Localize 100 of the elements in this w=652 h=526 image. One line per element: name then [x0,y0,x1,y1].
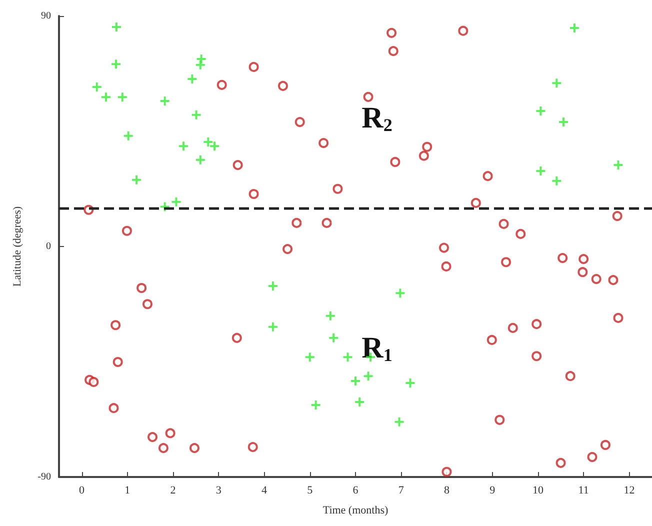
point [439,242,449,253]
point [248,62,259,72]
point [535,165,546,176]
point [267,321,278,332]
point [394,416,405,428]
point [498,218,509,229]
point [189,443,200,454]
point [404,378,416,389]
point [190,109,202,120]
point [196,54,207,65]
point [110,22,122,33]
x-tick-label: 4 [262,484,268,496]
point [304,352,316,363]
point [568,22,580,34]
point [422,142,432,152]
point [535,106,546,117]
point [418,150,429,161]
point [516,228,526,239]
point [108,403,119,414]
point [112,357,123,368]
y-tick-label: 90 [41,10,51,22]
point [551,175,562,186]
point [328,332,340,344]
x-tick-label: 0 [79,484,86,496]
y-tick-label: -90 [38,472,51,482]
x-tick-label: 9 [490,484,496,496]
point [248,189,259,199]
point [551,78,562,89]
y-tick-label: 0 [46,241,51,252]
point [158,443,168,454]
point [318,138,329,148]
point [278,80,288,91]
point [578,267,588,278]
x-tick-label: 6 [352,484,359,496]
point [122,130,134,142]
point [608,275,618,286]
x-tick-label: 12 [624,484,635,496]
point [508,322,518,333]
point [613,312,624,323]
point [322,218,332,228]
point [386,28,397,38]
point [248,442,258,452]
point [178,140,190,152]
point [122,226,132,236]
point [142,299,152,310]
point [186,74,198,85]
point [558,116,570,128]
point [363,92,374,102]
point [612,211,622,222]
x-tick-label: 3 [216,484,222,496]
x-tick-label: 11 [578,484,589,496]
point [91,81,102,92]
point [216,80,227,90]
point [148,432,158,442]
point [394,288,406,299]
point [159,201,170,212]
point [88,376,99,387]
point [591,274,602,284]
point [332,184,343,194]
point [194,154,206,166]
point [131,174,142,186]
point [532,351,542,362]
point [324,310,336,322]
point [458,26,468,36]
x-tick-label: 10 [532,484,544,496]
point [587,452,598,462]
point [532,319,542,330]
point [556,458,566,468]
x-tick-label: 7 [398,484,404,496]
point [350,375,361,386]
point [565,371,576,382]
point [600,440,610,450]
point [441,261,452,272]
x-tick-label: 5 [307,484,314,496]
point [342,352,354,363]
point [136,282,147,293]
point [494,414,505,425]
x-axis-title: Time (months) [322,504,388,516]
x-tick-label: 2 [170,484,176,496]
point [194,59,206,70]
point [267,280,278,292]
x-tick-label: 8 [444,484,450,496]
point [558,253,568,264]
point [388,46,398,56]
point [232,160,243,170]
point [390,156,400,167]
point [470,198,481,208]
point [354,396,366,408]
point [501,257,512,268]
point [578,254,589,264]
point [170,196,182,208]
point [612,160,624,171]
point [232,332,242,343]
point [282,244,293,254]
point [362,370,374,382]
point [165,428,176,438]
x-tick-label: 1 [124,484,130,496]
point [294,117,305,128]
point [486,334,497,345]
point [116,92,128,103]
